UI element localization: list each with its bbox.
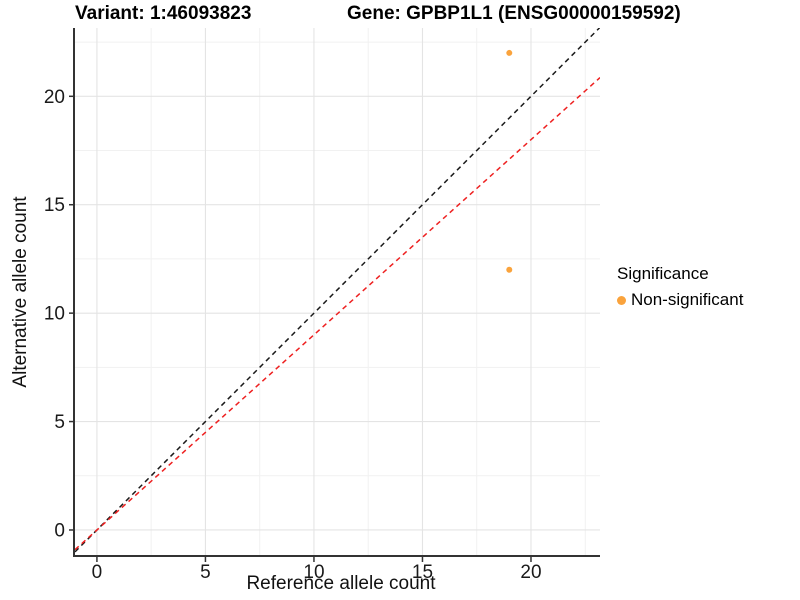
gene-title: Gene: GPBP1L1 (ENSG00000159592): [347, 3, 681, 24]
data-point: [506, 49, 513, 56]
legend-point-icon: [617, 295, 626, 305]
x-tick-label: 5: [200, 562, 211, 583]
legend-item-non-significant: Non-significant: [617, 290, 743, 310]
identity-line: [75, 28, 600, 553]
x-tick-label: 0: [92, 562, 103, 583]
y-tick-label: 0: [54, 520, 65, 541]
legend: Significance Non-significant: [617, 264, 743, 310]
y-tick-label: 20: [44, 87, 65, 108]
legend-item-label: Non-significant: [631, 290, 744, 309]
y-tick-label: 15: [44, 195, 65, 216]
variant-title: Variant: 1:46093823: [75, 3, 252, 24]
expected-ratio-line: [75, 77, 600, 551]
data-point: [506, 266, 513, 273]
y-axis-label: Alternative allele count: [10, 196, 31, 388]
x-tick-label: 15: [412, 562, 433, 583]
y-tick-label: 10: [44, 304, 65, 325]
x-tick-label: 10: [303, 562, 324, 583]
x-tick-label: 20: [520, 562, 541, 583]
legend-title: Significance: [617, 264, 709, 283]
y-tick-label: 5: [54, 412, 65, 433]
x-axis-label: Reference allele count: [246, 573, 436, 594]
